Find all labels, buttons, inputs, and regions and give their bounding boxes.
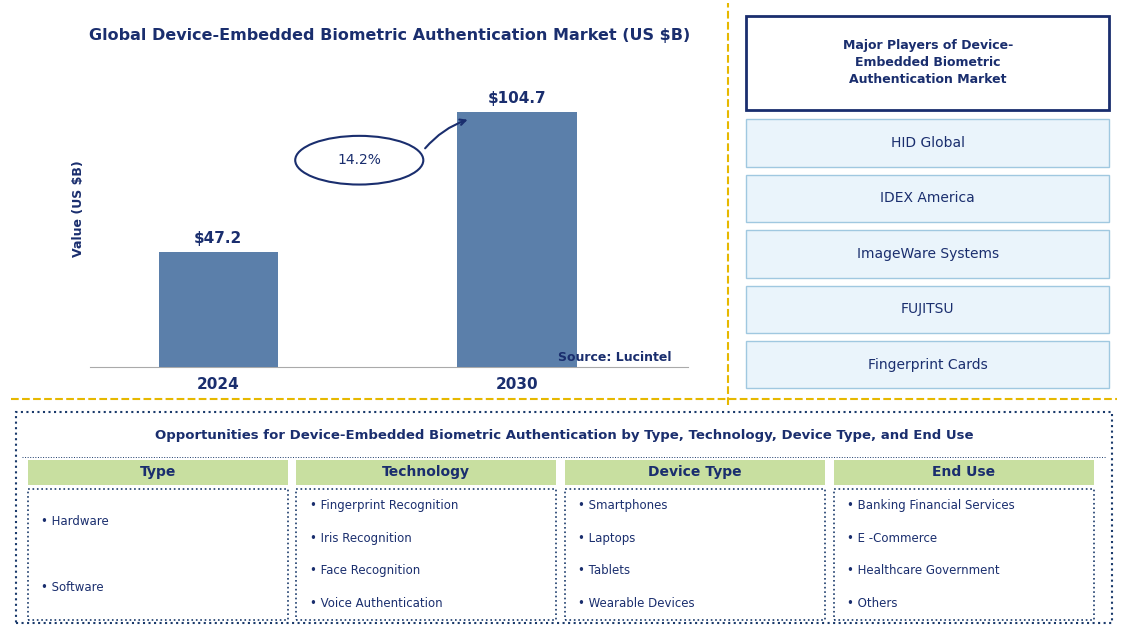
FancyBboxPatch shape	[565, 489, 825, 620]
Text: IDEX America: IDEX America	[881, 191, 975, 205]
Text: • Face Recognition: • Face Recognition	[310, 565, 420, 577]
Text: Device Type: Device Type	[649, 465, 742, 479]
Text: $104.7: $104.7	[488, 91, 547, 106]
Text: Global Device-Embedded Biometric Authentication Market (US $B): Global Device-Embedded Biometric Authent…	[88, 28, 690, 44]
FancyBboxPatch shape	[28, 489, 288, 620]
Text: ImageWare Systems: ImageWare Systems	[857, 247, 998, 261]
FancyBboxPatch shape	[297, 489, 556, 620]
Text: • Software: • Software	[41, 581, 104, 594]
FancyBboxPatch shape	[747, 175, 1109, 222]
FancyBboxPatch shape	[28, 460, 288, 485]
Bar	[159, 252, 279, 367]
Text: • Wearable Devices: • Wearable Devices	[579, 598, 695, 610]
Text: Opportunities for Device-Embedded Biometric Authentication by Type, Technology, : Opportunities for Device-Embedded Biomet…	[155, 429, 973, 442]
Text: Type: Type	[140, 465, 176, 479]
FancyBboxPatch shape	[834, 489, 1093, 620]
Y-axis label: Value (US $B): Value (US $B)	[72, 161, 85, 257]
FancyBboxPatch shape	[747, 285, 1109, 333]
Text: • Tablets: • Tablets	[579, 565, 631, 577]
Text: • Healthcare Government: • Healthcare Government	[847, 565, 999, 577]
Text: • Fingerprint Recognition: • Fingerprint Recognition	[310, 499, 458, 512]
Text: Technology: Technology	[382, 465, 470, 479]
Text: • Hardware: • Hardware	[41, 515, 109, 529]
Text: End Use: End Use	[932, 465, 995, 479]
Text: • Banking Financial Services: • Banking Financial Services	[847, 499, 1015, 512]
FancyBboxPatch shape	[747, 119, 1109, 166]
FancyBboxPatch shape	[747, 341, 1109, 389]
FancyBboxPatch shape	[834, 460, 1093, 485]
FancyBboxPatch shape	[16, 411, 1112, 624]
Text: • Others: • Others	[847, 598, 898, 610]
Text: $47.2: $47.2	[194, 231, 243, 246]
Text: Source: Lucintel: Source: Lucintel	[557, 351, 671, 364]
Text: Major Players of Device-
Embedded Biometric
Authentication Market: Major Players of Device- Embedded Biomet…	[843, 39, 1013, 86]
FancyBboxPatch shape	[297, 460, 556, 485]
Text: • Laptops: • Laptops	[579, 532, 636, 545]
FancyBboxPatch shape	[747, 230, 1109, 277]
Text: • Iris Recognition: • Iris Recognition	[310, 532, 412, 545]
Text: 14.2%: 14.2%	[337, 153, 381, 167]
Text: • E -Commerce: • E -Commerce	[847, 532, 937, 545]
Text: FUJITSU: FUJITSU	[901, 303, 954, 316]
Text: • Voice Authentication: • Voice Authentication	[310, 598, 442, 610]
Bar	[458, 112, 578, 367]
FancyBboxPatch shape	[565, 460, 825, 485]
Text: • Smartphones: • Smartphones	[579, 499, 668, 512]
Text: HID Global: HID Global	[891, 136, 964, 150]
FancyBboxPatch shape	[747, 16, 1109, 110]
Text: Fingerprint Cards: Fingerprint Cards	[867, 358, 988, 372]
